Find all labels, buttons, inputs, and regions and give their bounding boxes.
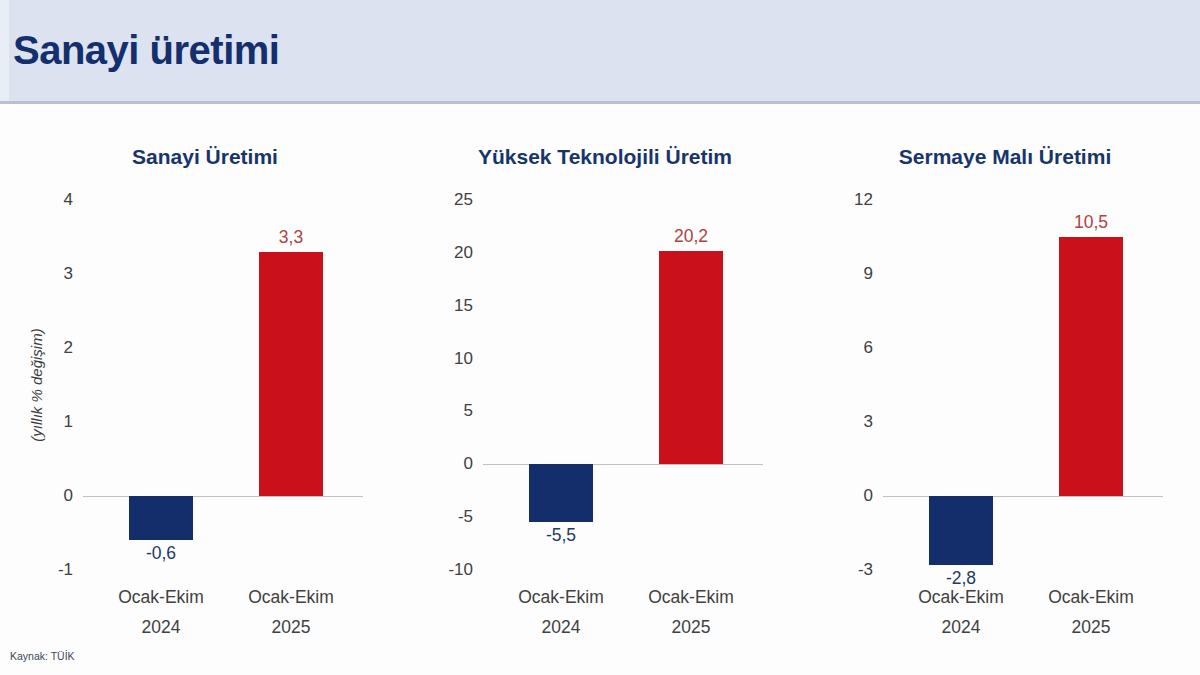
y-tick-label: 3 <box>15 263 73 285</box>
y-tick-label: 15 <box>415 295 473 317</box>
bar-2025 <box>659 251 723 465</box>
category-label-line: 2024 <box>91 612 231 642</box>
category-label-line: Ocak-Ekim <box>221 582 361 612</box>
zero-axis-line <box>483 464 763 465</box>
bar-2024 <box>929 496 993 565</box>
category-label: Ocak-Ekim2025 <box>221 582 361 642</box>
y-tick-label: 9 <box>815 263 873 285</box>
y-tick-label: -5 <box>415 506 473 528</box>
y-tick-label: -3 <box>815 559 873 581</box>
bar-2024 <box>129 496 193 540</box>
category-label-line: Ocak-Ekim <box>621 582 761 612</box>
value-label: 3,3 <box>251 226 331 249</box>
bar-2025 <box>1059 237 1123 496</box>
value-label: 10,5 <box>1051 211 1131 234</box>
slide: Sanayi üretimi Sanayi Üretimi (yıllık % … <box>0 0 1200 675</box>
category-label-line: Ocak-Ekim <box>891 582 1031 612</box>
zero-axis-line <box>83 496 363 497</box>
y-tick-label: 20 <box>415 242 473 264</box>
y-tick-label: -1 <box>15 559 73 581</box>
value-label: 20,2 <box>651 225 731 248</box>
y-tick-label: 0 <box>15 485 73 507</box>
category-label: Ocak-Ekim2025 <box>1021 582 1161 642</box>
value-label: -5,5 <box>521 524 601 547</box>
source-note: Kaynak: TÜİK <box>10 650 75 662</box>
category-label-line: 2024 <box>491 612 631 642</box>
category-label-line: Ocak-Ekim <box>91 582 231 612</box>
bar-2024 <box>529 464 593 522</box>
y-tick-label: 1 <box>15 411 73 433</box>
category-label-line: 2025 <box>621 612 761 642</box>
value-label: -0,6 <box>121 542 201 565</box>
category-label: Ocak-Ekim2024 <box>891 582 1031 642</box>
y-tick-label: 3 <box>815 411 873 433</box>
category-label-line: 2025 <box>1021 612 1161 642</box>
y-tick-label: -10 <box>415 559 473 581</box>
y-tick-label: 12 <box>815 189 873 211</box>
y-tick-label: 25 <box>415 189 473 211</box>
y-tick-label: 4 <box>15 189 73 211</box>
plot-area: 129630-3-2,8Ocak-Ekim202410,5Ocak-Ekim20… <box>815 140 1195 665</box>
y-tick-label: 2 <box>15 337 73 359</box>
category-label: Ocak-Ekim2024 <box>491 582 631 642</box>
plot-area: 4 3 2 1 0 -1 -0,6 Ocak-Ekim2024 3,3 Ocak-Ekim2025 <box>15 140 395 665</box>
y-tick-label: 10 <box>415 348 473 370</box>
y-tick-label: 5 <box>415 400 473 422</box>
plot-area: 25 20 15 10 5 0 -5 -10 -5,5 Ocak-Ekim2024 20,2 Ocak… <box>415 140 795 665</box>
category-label-line: Ocak-Ekim <box>491 582 631 612</box>
zero-axis-line <box>883 496 1163 497</box>
category-label: Ocak-Ekim2025 <box>621 582 761 642</box>
category-label-line: 2024 <box>891 612 1031 642</box>
page-header: Sanayi üretimi <box>0 0 1200 104</box>
category-label: Ocak-Ekim2024 <box>91 582 231 642</box>
y-tick-label: 0 <box>415 453 473 475</box>
bar-2025 <box>259 252 323 496</box>
page-title: Sanayi üretimi <box>0 28 279 73</box>
chart-panel-yuksek-teknolojili-uretim: Yüksek Teknolojili Üretim 2520151050-5-1… <box>415 140 795 665</box>
chart-panel-sermaye-mali-uretimi: Sermaye Malı Üretimi 129630-3-2,8Ocak-Ek… <box>815 140 1195 665</box>
y-tick-label: 6 <box>815 337 873 359</box>
y-tick-label: 0 <box>815 485 873 507</box>
category-label-line: Ocak-Ekim <box>1021 582 1161 612</box>
chart-panel-sanayi-uretimi: Sanayi Üretimi (yıllık % değişim) 43210-… <box>15 140 395 665</box>
category-label-line: 2025 <box>221 612 361 642</box>
